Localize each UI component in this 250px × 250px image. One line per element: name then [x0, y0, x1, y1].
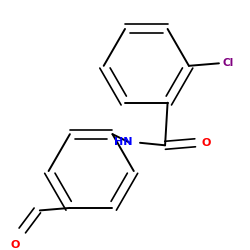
Text: Cl: Cl	[223, 58, 234, 68]
Text: HN: HN	[114, 136, 132, 146]
Text: O: O	[10, 240, 20, 250]
Text: O: O	[202, 138, 211, 148]
